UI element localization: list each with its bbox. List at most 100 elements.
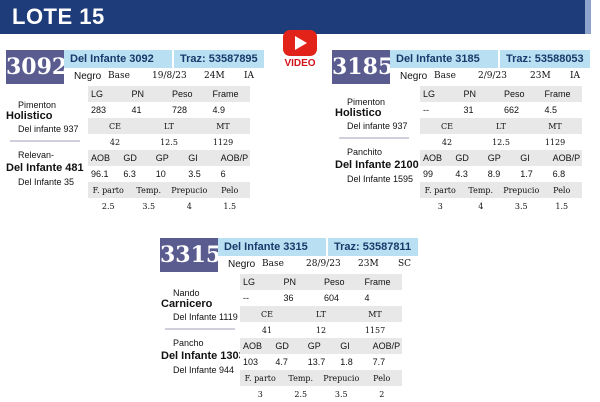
stats-row: 3 2.5 3.5 2 — [240, 386, 402, 402]
pedigree-divider — [10, 140, 80, 142]
stat-label: AOB/P — [549, 150, 582, 166]
stats-row: 42 12.5 1129 — [88, 134, 250, 150]
stat-value: 99 — [420, 166, 453, 182]
stats-row: LG PN Peso Frame — [88, 86, 250, 102]
stat-label: AOB — [88, 150, 121, 166]
play-icon — [283, 30, 317, 56]
lot-number: 3092 — [6, 50, 67, 84]
stat-value: 604 — [321, 290, 362, 306]
base-info-row: Negro Base 2/9/23 23M IA — [400, 71, 590, 82]
stat-value: 1.7 — [517, 166, 550, 182]
dam-granddam: Del Infante 944 — [173, 365, 235, 375]
video-button[interactable]: VIDEO — [280, 30, 320, 74]
traceability-id: Traz: 53588053 — [500, 50, 590, 68]
sire-name: Holistico — [6, 110, 53, 122]
stat-value: 1129 — [196, 134, 250, 150]
stat-label: Pelo — [541, 182, 582, 198]
stat-label: LT — [474, 118, 528, 134]
stats-row: F. parto Temp. Prepucio Pelo — [240, 370, 402, 386]
age-months: 23M — [530, 71, 551, 81]
stat-label: LT — [142, 118, 196, 134]
coat-color: Negro — [74, 71, 102, 82]
lot-name: Del Infante 3315 — [218, 238, 326, 256]
stat-label: Peso — [169, 86, 210, 102]
stats-row: 41 12 1157 — [240, 322, 402, 338]
stat-value: 283 — [88, 102, 129, 118]
stat-value: 42 — [420, 134, 474, 150]
stat-label: GI — [185, 150, 218, 166]
stat-label: AOB — [420, 150, 453, 166]
stat-label: GP — [304, 338, 338, 354]
header-accent — [585, 0, 591, 34]
stat-label: Pelo — [209, 182, 250, 198]
stats-row: -- 36 604 4 — [240, 290, 402, 306]
breeding-method: IA — [244, 71, 255, 81]
stat-label: Temp. — [128, 182, 169, 198]
stats-row: 96.1 6.3 10 3.5 6 — [88, 166, 250, 182]
stat-value: 1129 — [528, 134, 582, 150]
stat-value: 3.5 — [321, 386, 362, 402]
stats-row: 2.5 3.5 4 1.5 — [88, 198, 250, 214]
dam-name: Del Infante 1303 — [161, 350, 245, 362]
stat-value: 10 — [152, 166, 186, 182]
stat-label: PN — [128, 86, 169, 102]
stats-row: AOB GD GP GI AOB/P — [88, 150, 250, 166]
stat-value: 4.5 — [541, 102, 582, 118]
stat-label: Frame — [361, 274, 402, 290]
stat-value: 4 — [460, 198, 501, 214]
stats-row: 283 41 728 4.9 — [88, 102, 250, 118]
stat-label: PN — [460, 86, 501, 102]
stats-row: F. parto Temp. Prepucio Pelo — [420, 182, 582, 198]
base-info-row: Negro Base 19/8/23 24M IA — [74, 71, 264, 82]
stat-label: Prepucio — [501, 182, 542, 198]
stat-label: Frame — [209, 86, 250, 102]
stat-value: 41 — [128, 102, 169, 118]
sire-granddam: Del infante 937 — [18, 124, 79, 134]
stat-value: 13.7 — [304, 354, 338, 370]
stat-value: 2 — [361, 386, 402, 402]
dam-granddam: Del Infante 35 — [18, 177, 75, 187]
pedigree-divider — [339, 137, 409, 139]
stats-row: 3 4 3.5 1.5 — [420, 198, 582, 214]
stat-label: Peso — [321, 274, 362, 290]
stat-label: CE — [88, 118, 142, 134]
stat-label: LG — [420, 86, 461, 102]
stat-value: 1.5 — [541, 198, 582, 214]
breeding-method: IA — [570, 71, 581, 81]
pedigree-divider — [165, 328, 235, 330]
stat-label: LT — [294, 306, 348, 322]
stat-label: GI — [337, 338, 370, 354]
sire-grandsire: Pimenton — [18, 100, 57, 110]
stat-value: 12.5 — [142, 134, 196, 150]
stat-value: 96.1 — [88, 166, 121, 182]
stat-value: 4.7 — [272, 354, 305, 370]
stat-value: 41 — [240, 322, 294, 338]
stat-label: MT — [348, 306, 402, 322]
stats-row: LG PN Peso Frame — [420, 86, 582, 102]
stats-row: 42 12.5 1129 — [420, 134, 582, 150]
stat-label: AOB — [240, 338, 273, 354]
stat-value: -- — [240, 290, 281, 306]
video-label: VIDEO — [284, 58, 316, 69]
stats-row: -- 31 662 4.5 — [420, 102, 582, 118]
stat-value: 3 — [420, 198, 461, 214]
sire-granddam: Del infante 937 — [347, 121, 408, 131]
stat-value: 1.5 — [209, 198, 250, 214]
stat-value: 728 — [169, 102, 210, 118]
stat-label: PN — [280, 274, 321, 290]
stat-label: AOB/P — [217, 150, 250, 166]
dam-granddam: Del Infante 1595 — [347, 174, 414, 184]
lot-number: 3315 — [160, 238, 221, 272]
stat-label: MT — [528, 118, 582, 134]
stats-row: AOB GD GP GI AOB/P — [420, 150, 582, 166]
stat-value: 7.7 — [369, 354, 402, 370]
lot-header-bar: LOTE 15 — [0, 0, 585, 34]
dam-grandsire: Panchito — [347, 147, 383, 157]
stat-value: 4.9 — [209, 102, 250, 118]
stat-label: GP — [152, 150, 186, 166]
lot-name: Del Infante 3185 — [390, 50, 498, 68]
stats-row: LG PN Peso Frame — [240, 274, 402, 290]
stat-value: 4.3 — [452, 166, 485, 182]
sire-name: Holistico — [335, 107, 382, 119]
stat-value: 6 — [217, 166, 250, 182]
